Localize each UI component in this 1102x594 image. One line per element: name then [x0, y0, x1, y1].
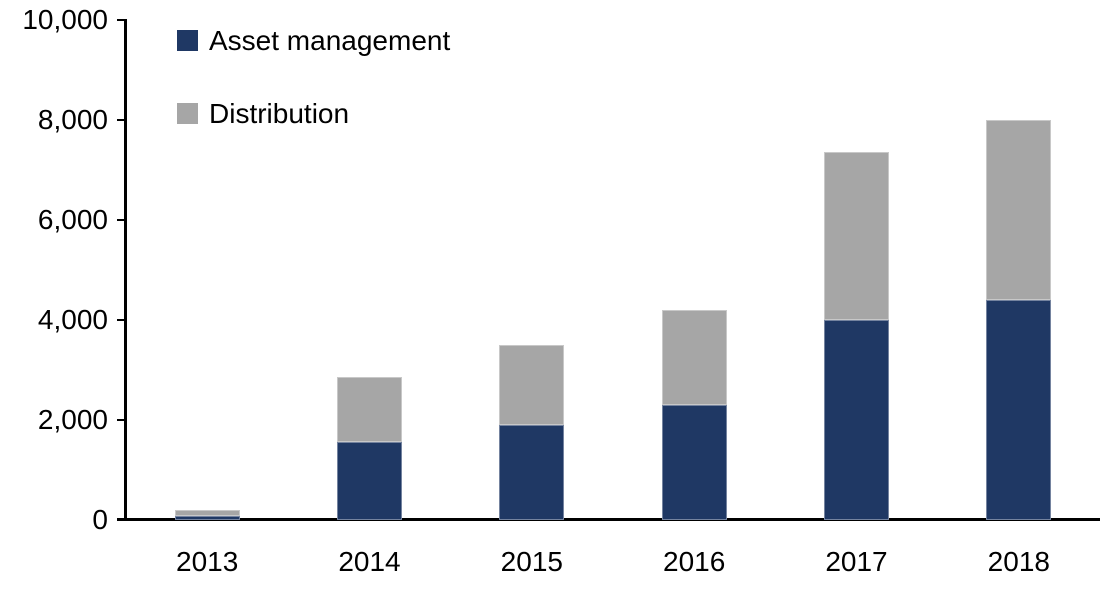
bar-segment-distribution-2017 [824, 152, 889, 320]
x-tick-label-2017: 2017 [825, 546, 888, 577]
y-axis-tick-8000 [117, 118, 125, 121]
y-tick-label-0: 0 [92, 503, 108, 535]
legend-swatch-distribution-icon [177, 103, 198, 124]
y-tick-label-6000: 6,000 [37, 203, 108, 235]
x-tick-label-2015: 2015 [500, 546, 563, 577]
bar-segment-distribution-2013 [174, 510, 240, 516]
bar-segment-distribution-2018 [986, 119, 1052, 300]
bar-segment-asset-management-2015 [499, 424, 565, 520]
y-tick-label-2000: 2,000 [37, 403, 108, 435]
legend-item-distribution: Distribution [177, 99, 450, 127]
chart-legend: Asset management Distribution [177, 26, 450, 176]
y-axis-tick-2000 [117, 418, 125, 421]
bar-segment-distribution-2014 [337, 377, 402, 442]
x-tick-label-2018: 2018 [987, 546, 1050, 577]
bar-segment-distribution-2015 [499, 344, 565, 425]
legend-swatch-asset-management-icon [177, 30, 198, 51]
x-axis-line [117, 518, 1100, 521]
legend-label-asset-management: Asset management [209, 24, 451, 56]
bar-segment-asset-management-2018 [986, 299, 1052, 520]
y-axis-tick-6000 [117, 218, 125, 221]
y-axis-line [124, 19, 127, 520]
y-tick-label-10000: 10,000 [22, 3, 108, 35]
bar-segment-distribution-2016 [661, 309, 727, 405]
bar-segment-asset-management-2017 [824, 319, 889, 520]
bar-segment-asset-management-2016 [661, 404, 727, 520]
x-tick-label-2014: 2014 [338, 546, 401, 577]
legend-label-distribution: Distribution [209, 97, 350, 129]
y-tick-label-4000: 4,000 [37, 303, 108, 335]
y-axis-tick-4000 [117, 318, 125, 321]
bar-segment-asset-management-2014 [337, 442, 402, 520]
x-tick-label-2016: 2016 [663, 546, 726, 577]
x-tick-label-2013: 2013 [176, 546, 239, 577]
y-axis-tick-10000 [117, 18, 125, 21]
legend-item-asset-management: Asset management [177, 26, 450, 54]
bar-segment-asset-management-2013 [174, 515, 240, 520]
y-tick-label-8000: 8,000 [37, 103, 108, 135]
